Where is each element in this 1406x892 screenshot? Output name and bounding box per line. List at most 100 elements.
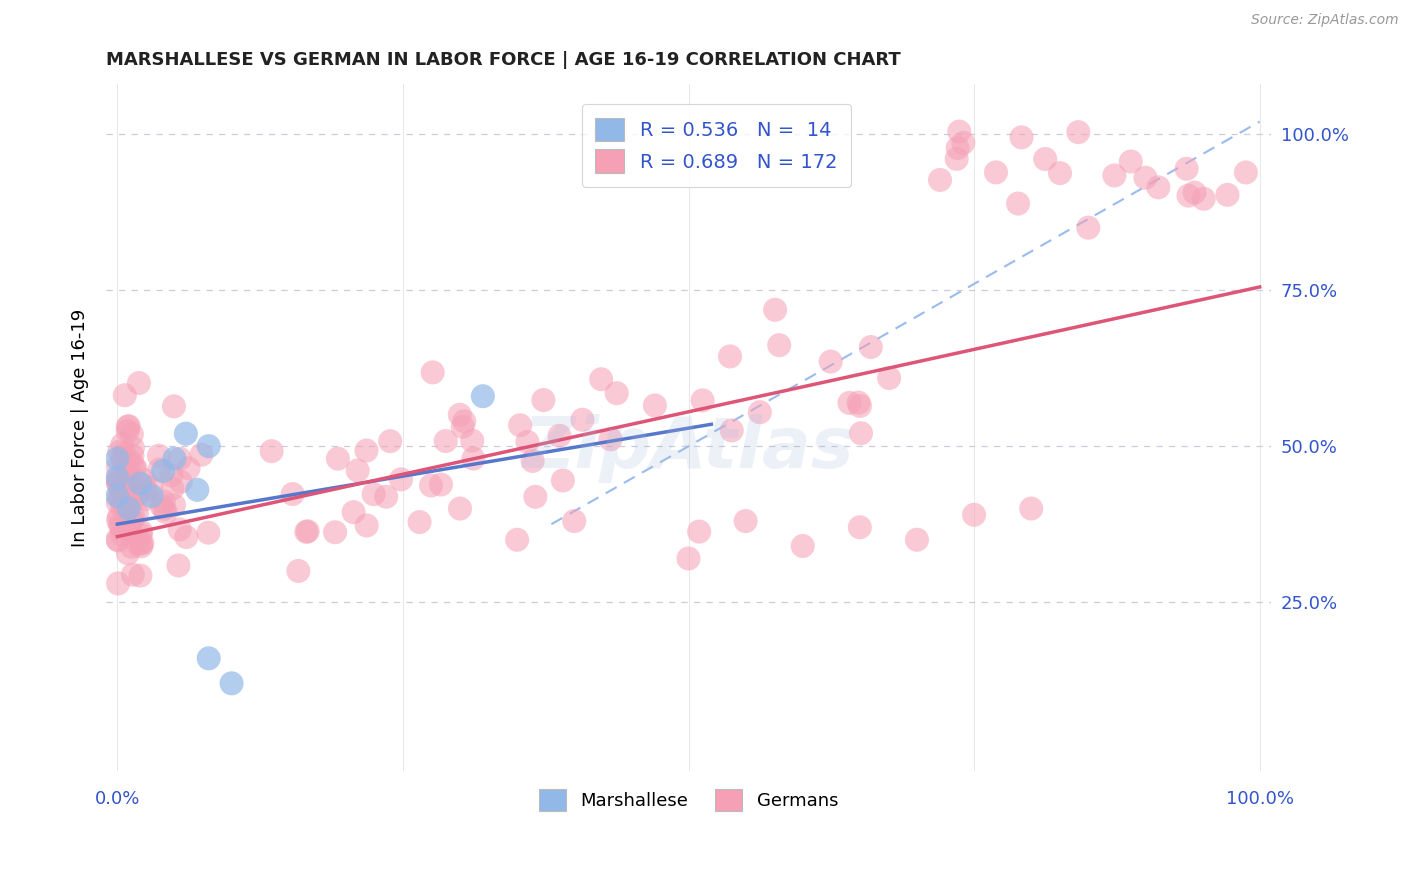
Point (121, 514, 143, 528)
Point (548, 429, 571, 443)
Point (1049, 166, 1071, 180)
Point (111, 520, 134, 534)
Point (1234, 165, 1257, 179)
Point (177, 461, 200, 475)
Point (451, 420, 474, 434)
Point (115, 522, 138, 536)
Point (380, 434, 402, 449)
Point (343, 505, 366, 519)
Point (121, 540, 143, 554)
Point (135, 483, 157, 497)
Point (748, 405, 770, 419)
Point (118, 518, 141, 533)
Text: ZipAtlas: ZipAtlas (523, 414, 855, 483)
Point (606, 386, 628, 401)
Point (153, 502, 176, 516)
Point (963, 508, 986, 522)
Point (118, 520, 141, 534)
Point (105, 470, 128, 484)
Point (105, 533, 128, 547)
Point (287, 564, 309, 578)
Point (117, 484, 139, 499)
Point (129, 527, 152, 541)
Point (1019, 501, 1042, 516)
Point (197, 439, 219, 453)
Point (346, 463, 368, 477)
Point (522, 454, 544, 468)
Point (449, 501, 471, 516)
Point (678, 551, 700, 566)
Point (122, 460, 145, 475)
Text: MARSHALLESE VS GERMAN IN LABOR FORCE | AGE 16-19 CORRELATION CHART: MARSHALLESE VS GERMAN IN LABOR FORCE | A… (105, 51, 901, 69)
Point (117, 424, 139, 438)
Point (531, 392, 554, 407)
Point (121, 456, 143, 470)
Point (108, 509, 131, 524)
Point (129, 536, 152, 550)
Point (838, 396, 860, 410)
Point (945, 152, 967, 166)
Point (1007, 196, 1029, 211)
Point (122, 482, 145, 496)
Point (134, 473, 156, 487)
Point (524, 490, 547, 504)
Point (108, 444, 131, 458)
Point (692, 393, 714, 408)
Point (551, 474, 574, 488)
Point (516, 434, 538, 449)
Point (148, 449, 170, 463)
Point (186, 483, 208, 497)
Point (107, 476, 129, 491)
Point (1067, 125, 1090, 139)
Point (1177, 188, 1199, 202)
Point (125, 489, 148, 503)
Point (124, 461, 146, 475)
Point (152, 464, 174, 478)
Point (430, 477, 453, 491)
Point (149, 462, 172, 476)
Point (1147, 180, 1170, 194)
Point (155, 505, 177, 519)
Point (114, 447, 136, 461)
Point (107, 576, 129, 591)
Point (127, 536, 149, 550)
Point (905, 533, 928, 547)
Point (1033, 152, 1056, 166)
Point (111, 500, 134, 514)
Point (509, 418, 531, 433)
Point (952, 136, 974, 150)
Point (110, 483, 132, 498)
Point (848, 395, 870, 409)
Point (131, 536, 153, 550)
Point (121, 449, 143, 463)
Point (1011, 130, 1033, 145)
Point (107, 477, 129, 491)
Point (129, 524, 152, 539)
Point (163, 498, 186, 512)
Point (105, 451, 128, 466)
Point (132, 479, 155, 493)
Point (688, 524, 710, 539)
Point (111, 527, 134, 541)
Point (449, 408, 471, 422)
Point (114, 489, 136, 503)
Point (984, 165, 1007, 179)
Point (644, 399, 666, 413)
Point (150, 499, 173, 513)
Point (453, 414, 475, 428)
Point (591, 372, 613, 386)
Point (111, 437, 134, 451)
Point (877, 371, 900, 385)
Point (107, 513, 129, 527)
Point (122, 508, 145, 523)
Point (1119, 154, 1142, 169)
Point (326, 451, 349, 466)
Point (260, 444, 283, 458)
Point (197, 651, 219, 665)
Point (571, 413, 593, 427)
Legend: Marshallese, Germans: Marshallese, Germans (526, 776, 851, 823)
Point (167, 558, 190, 573)
Point (170, 475, 193, 489)
Point (948, 125, 970, 139)
Point (471, 389, 494, 403)
